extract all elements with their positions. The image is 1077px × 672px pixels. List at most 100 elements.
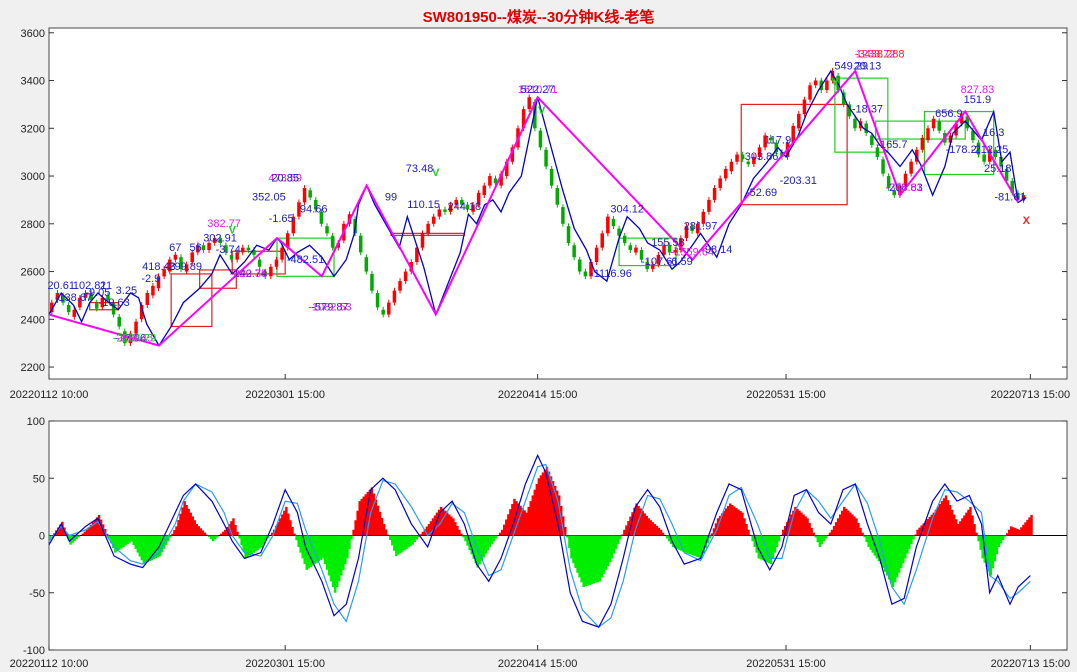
histogram-bar: [995, 535, 999, 555]
candle-body: [297, 202, 301, 217]
histogram-bar: [604, 535, 608, 570]
histogram-bar: [969, 506, 972, 536]
histogram-bar: [401, 535, 404, 552]
histogram-bar: [413, 535, 416, 543]
histogram-bar: [454, 522, 457, 536]
histogram-bar: [1007, 529, 1011, 536]
histogram-bar: [358, 501, 361, 536]
histogram-bar: [869, 535, 872, 550]
level-box: [231, 250, 286, 275]
histogram-bar: [83, 531, 87, 536]
histogram-bar: [600, 535, 604, 578]
value-annotation: -18.37: [852, 103, 883, 115]
y-tick-label: 100: [27, 416, 45, 428]
histogram-bar: [118, 535, 121, 550]
value-annotation: -203.31: [780, 175, 817, 187]
histogram-bar: [1005, 533, 1009, 536]
histogram-bar: [942, 498, 946, 536]
histogram-bar: [382, 524, 386, 536]
candle-body: [724, 168, 728, 179]
histogram-bar: [796, 508, 799, 536]
histogram-bar: [871, 535, 874, 553]
histogram-bar: [507, 514, 510, 536]
candle-body: [364, 257, 369, 272]
candle-body: [1021, 195, 1026, 200]
histogram-bar: [602, 535, 606, 574]
histogram-bar: [203, 532, 207, 536]
histogram-bar: [156, 535, 160, 558]
histogram-bar: [498, 532, 502, 536]
histogram-bar: [384, 529, 388, 536]
candle-body: [572, 245, 576, 258]
histogram-bar: [150, 535, 154, 561]
histogram-bar: [993, 535, 997, 562]
histogram-bar: [500, 529, 504, 536]
histogram-bar: [175, 526, 178, 536]
candle-body: [875, 147, 880, 157]
histogram-bar: [509, 509, 512, 536]
histogram-bar: [722, 510, 726, 536]
histogram-bar: [836, 518, 840, 536]
value-annotation: -6.59: [668, 256, 693, 268]
candle-body: [656, 254, 661, 265]
histogram-bar: [378, 511, 382, 536]
histogram-bar: [861, 532, 864, 536]
histogram-bar: [391, 535, 394, 546]
histogram-bar: [975, 532, 978, 536]
stroke-line: [48, 69, 1027, 347]
candle-body: [504, 161, 509, 177]
histogram-bar: [578, 535, 581, 578]
candle-body: [370, 273, 374, 291]
histogram-bar: [936, 506, 940, 536]
histogram-bar: [474, 535, 477, 564]
candle-body: [594, 247, 599, 262]
histogram-bar: [427, 524, 431, 536]
value-annotation: -2.9: [141, 273, 160, 285]
candle-body: [791, 125, 795, 143]
histogram-bar: [588, 535, 591, 585]
histogram-bar: [690, 535, 693, 555]
histogram-bar: [1022, 524, 1025, 536]
histogram-bar: [279, 518, 282, 536]
histogram-bar: [525, 512, 528, 536]
histogram-bar: [834, 522, 838, 536]
histogram-bar: [999, 535, 1003, 544]
histogram-bar: [965, 512, 968, 536]
histogram-bar: [692, 535, 695, 556]
histogram-bar: [655, 525, 659, 536]
histogram-bar: [264, 535, 268, 542]
histogram-bar: [356, 510, 359, 536]
candle-body: [61, 295, 65, 303]
histogram-bar: [244, 535, 247, 559]
signal-marker: V: [229, 224, 237, 236]
histogram-bar: [661, 532, 665, 536]
histogram-bar: [240, 535, 243, 546]
histogram-bar: [395, 535, 398, 557]
histogram-bar: [824, 535, 828, 539]
value-annotation: 281.97: [684, 220, 718, 232]
histogram-bar: [674, 535, 677, 548]
histogram-bar: [242, 535, 245, 552]
histogram-bar: [211, 535, 215, 542]
histogram-bar: [256, 535, 260, 550]
histogram-bar: [946, 500, 950, 536]
candle-body: [909, 161, 913, 174]
histogram-bar: [201, 530, 205, 536]
histogram-bar: [209, 535, 213, 540]
histogram-bar: [513, 498, 516, 536]
candle-body: [898, 185, 902, 196]
histogram-bar: [199, 528, 203, 536]
histogram-bar: [1016, 528, 1019, 536]
candle-body: [488, 176, 492, 186]
histogram-bar: [645, 515, 648, 536]
x-tick-label: 20220414 15:00: [498, 389, 578, 401]
histogram-bar: [729, 503, 732, 536]
histogram-bar: [67, 535, 70, 539]
candle-body: [375, 293, 380, 308]
candle-body: [982, 154, 986, 162]
value-annotation: 656.9: [935, 108, 963, 120]
histogram-bar: [586, 535, 589, 586]
histogram-bar: [167, 535, 170, 542]
candle-body: [521, 109, 526, 129]
candle-body: [718, 178, 722, 188]
